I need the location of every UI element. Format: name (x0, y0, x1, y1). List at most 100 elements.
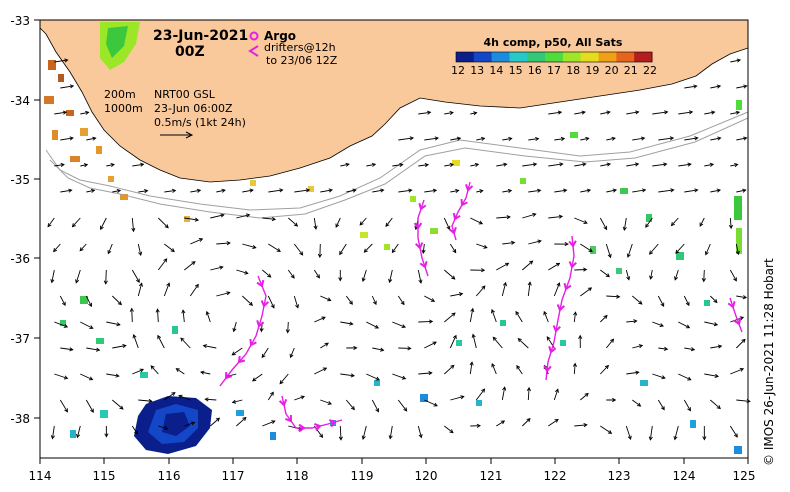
current-arrow-head (166, 282, 171, 287)
current-arrow-head (407, 346, 412, 351)
drifter-chevron (452, 212, 461, 221)
current-arrow (678, 111, 693, 115)
current-arrow (574, 163, 586, 167)
current-arrow (189, 284, 199, 297)
current-arrow-head (560, 136, 566, 141)
current-arrow-head (110, 162, 115, 168)
current-arrow-head (428, 371, 433, 376)
current-arrow-head (557, 110, 563, 115)
current-arrow-head (582, 162, 587, 167)
drifter-track (729, 297, 743, 333)
current-arrow-head (717, 344, 723, 349)
current-arrow-head (64, 408, 68, 413)
map-hour: 00Z (175, 44, 205, 60)
current-arrow (450, 293, 463, 297)
current-arrow-head (659, 323, 664, 327)
current-arrow (137, 283, 143, 297)
current-arrow (658, 189, 674, 193)
current-arrow-head (163, 258, 168, 263)
current-arrow (164, 190, 176, 193)
current-arrow-head (427, 110, 432, 115)
current-arrow-head (660, 406, 665, 411)
current-arrow (290, 347, 295, 358)
drifter-chevron (415, 242, 424, 250)
current-arrow-head (115, 373, 120, 378)
current-arrow (729, 217, 732, 229)
current-arrow (450, 396, 464, 401)
x-tick-label: 124 (673, 469, 696, 483)
current-arrow (736, 137, 747, 141)
current-arrow (502, 190, 512, 193)
drifter-chevron (298, 423, 306, 433)
current-arrow-head (634, 162, 640, 167)
current-arrow (54, 59, 68, 63)
current-arrow-head (640, 136, 646, 141)
current-arrow-head (535, 136, 540, 142)
current-arrow (54, 373, 68, 379)
current-arrow-head (716, 188, 722, 193)
current-arrow (422, 243, 425, 254)
current-arrow (600, 111, 610, 115)
current-arrow-head (688, 110, 694, 115)
current-arrow-head (324, 342, 329, 347)
current-arrow-head (517, 338, 522, 343)
current-arrow (632, 189, 646, 193)
current-arrow-head (50, 278, 55, 284)
isobath-label-200m: 200m (104, 88, 136, 101)
current-arrow-head (554, 388, 559, 393)
current-arrow (553, 389, 559, 401)
current-arrow (678, 321, 690, 329)
current-arrow-head (452, 334, 457, 340)
current-arrow (176, 368, 185, 375)
current-arrow-head (117, 301, 122, 306)
current-arrow (60, 189, 72, 193)
current-arrow-head (502, 281, 507, 287)
current-arrow (424, 341, 437, 349)
current-arrow (398, 137, 414, 141)
current-arrow (418, 320, 433, 323)
current-arrow (658, 347, 668, 350)
x-tick-label: 121 (480, 469, 503, 483)
current-arrow (491, 363, 497, 375)
current-arrow-head (558, 214, 564, 219)
current-arrow (184, 217, 199, 221)
current-arrow-head (452, 249, 457, 254)
current-arrow (522, 260, 533, 271)
coastal-sst-patch-core (106, 26, 128, 58)
current-arrow (268, 243, 281, 252)
current-arrow-head (79, 247, 84, 252)
current-arrow (730, 59, 741, 63)
current-arrow-head (116, 322, 121, 327)
current-arrow (736, 85, 747, 89)
current-arrow (85, 295, 92, 307)
current-arrow (710, 399, 721, 409)
current-arrow (392, 164, 403, 167)
current-arrow-head (626, 253, 631, 258)
current-arrow (85, 399, 94, 413)
arrow-scale-label: 0.5m/s (1kt 24h) (154, 116, 246, 129)
current-arrow-head (317, 253, 323, 259)
current-arrow-head (338, 436, 343, 441)
current-arrow-head (711, 110, 716, 115)
current-arrow (574, 269, 587, 271)
drifter-chevron (464, 184, 474, 192)
current-arrow-head (687, 407, 691, 412)
current-arrow-head (604, 364, 609, 370)
current-arrow (574, 217, 588, 224)
current-arrow-head (716, 84, 722, 89)
current-arrow (476, 243, 488, 249)
current-arrow-head (543, 310, 548, 316)
current-arrow (543, 311, 549, 323)
drifter-chevron (727, 300, 736, 309)
drifter-chevron (224, 371, 233, 380)
current-arrow (632, 399, 641, 407)
current-arrow-head (175, 368, 180, 372)
current-arrow (138, 190, 148, 193)
current-arrow-head (508, 136, 513, 141)
current-arrow-head (616, 294, 621, 299)
colorbar-swatches (456, 52, 653, 62)
current-arrow-head (612, 188, 618, 193)
current-arrow-head (164, 224, 169, 229)
current-arrow-head (503, 162, 508, 167)
